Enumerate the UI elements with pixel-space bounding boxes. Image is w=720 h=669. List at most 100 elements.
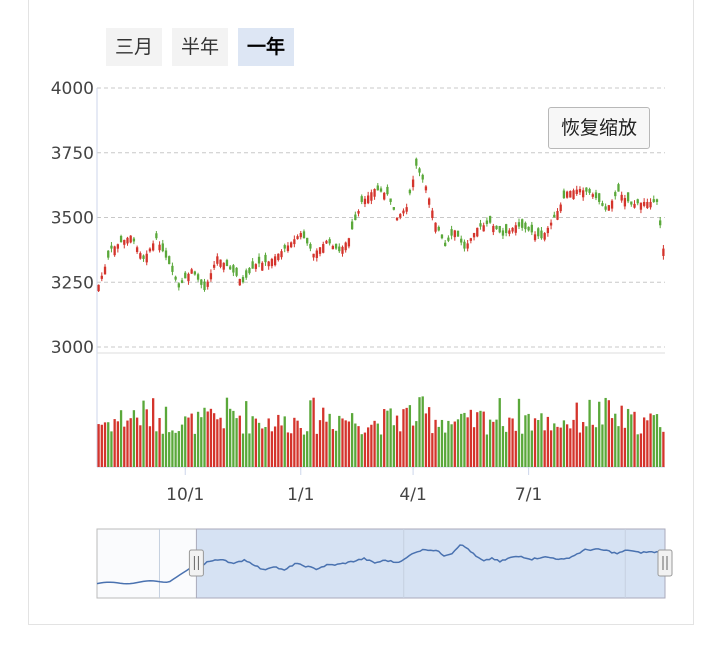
candle-body [472,233,476,238]
volume-bar [344,420,347,467]
tab-one-year[interactable]: 一年 [238,28,295,66]
candle-body [437,226,440,231]
volume-bar [174,432,177,467]
candle-body [322,244,325,253]
volume-bar [331,429,335,467]
candle-body [524,222,527,230]
candle-body [299,233,302,238]
tab-three-months[interactable]: 三月 [106,28,163,66]
candle-body [229,266,232,270]
volume-bar [113,419,116,467]
volume-bar [248,433,251,467]
volume-bar [148,426,152,467]
candle-body [193,271,197,275]
candle-body [636,199,639,204]
candle-body [431,210,434,219]
candle-body [142,255,145,259]
volume-bar [283,416,286,467]
candle-body [251,261,254,269]
candle-body [623,198,627,207]
volume-bar [562,420,566,467]
candle-body [306,237,309,244]
volume-bar [524,415,527,467]
volume-bar [119,410,123,467]
volume-bar [341,418,344,467]
candle-body [607,205,610,211]
candle-body [152,243,155,251]
volume-bar [357,426,360,467]
volume-bar [302,434,306,467]
volume-bar [604,397,607,467]
candle-body [559,204,562,212]
candle-body [591,194,594,197]
volume-bar [408,405,412,467]
candle-body [100,275,103,279]
navigator-handle-right[interactable] [657,549,673,577]
volume-bar [572,419,575,467]
candle-body [103,266,107,275]
candle-body [488,216,492,223]
candle-body [261,262,264,271]
volume-bar [415,421,418,467]
volume-bar [610,418,614,467]
volume-bar [495,419,498,467]
candle-body [328,239,331,244]
volume-bar [537,420,540,467]
navigator-selection [195,528,666,599]
y-tick-label: 4000 [51,79,94,99]
volume-bar [649,413,652,467]
volume-bar [556,426,559,467]
candle-body [553,214,556,218]
volume-bar [261,428,264,467]
candle-body [578,189,582,193]
candle-body [270,258,274,267]
candle-body [97,284,100,292]
volume-bar [110,431,113,467]
candle-body [219,259,222,267]
candle-body [168,256,171,265]
navigator [96,528,673,599]
candle-body [354,214,357,221]
candle-body [225,260,229,267]
candle-body [212,264,216,268]
reset-zoom-button[interactable]: 恢复缩放 [548,107,650,149]
volume-bar [354,423,357,467]
volume-bar [485,434,489,467]
candle-body [421,174,424,180]
candle-body [363,198,367,205]
volume-bar [245,401,248,467]
volume-bar [466,417,469,467]
candle-body [190,269,193,274]
candle-body [334,243,338,249]
candle-body [450,229,453,236]
candle-body [646,201,649,209]
candle-body [331,245,335,250]
candle-body [257,256,261,264]
candle-body [203,281,206,291]
candle-body [132,238,136,242]
volume-bar [229,408,232,467]
volume-bar [395,415,399,467]
navigator-handle-left[interactable] [188,549,204,577]
volume-bar [508,417,511,467]
candle-body [517,222,521,227]
volume-bar [318,420,322,467]
volume-bar [135,417,139,467]
volume-bar [97,424,100,467]
volume-bar [196,411,200,467]
candle-body [312,253,315,258]
volume-bar [405,407,408,467]
candle-body [158,244,161,251]
tab-six-months[interactable]: 半年 [172,28,229,66]
volume-bar [521,433,524,467]
candle-body [527,226,530,231]
volume-bar [107,422,110,467]
candle-body [135,247,139,252]
candle-body [241,277,245,283]
candle-body [501,230,505,236]
x-tick-label: 1/1 [287,485,314,505]
volume-bar [479,410,482,467]
volume-bar [565,424,569,467]
candle-body [466,243,469,249]
